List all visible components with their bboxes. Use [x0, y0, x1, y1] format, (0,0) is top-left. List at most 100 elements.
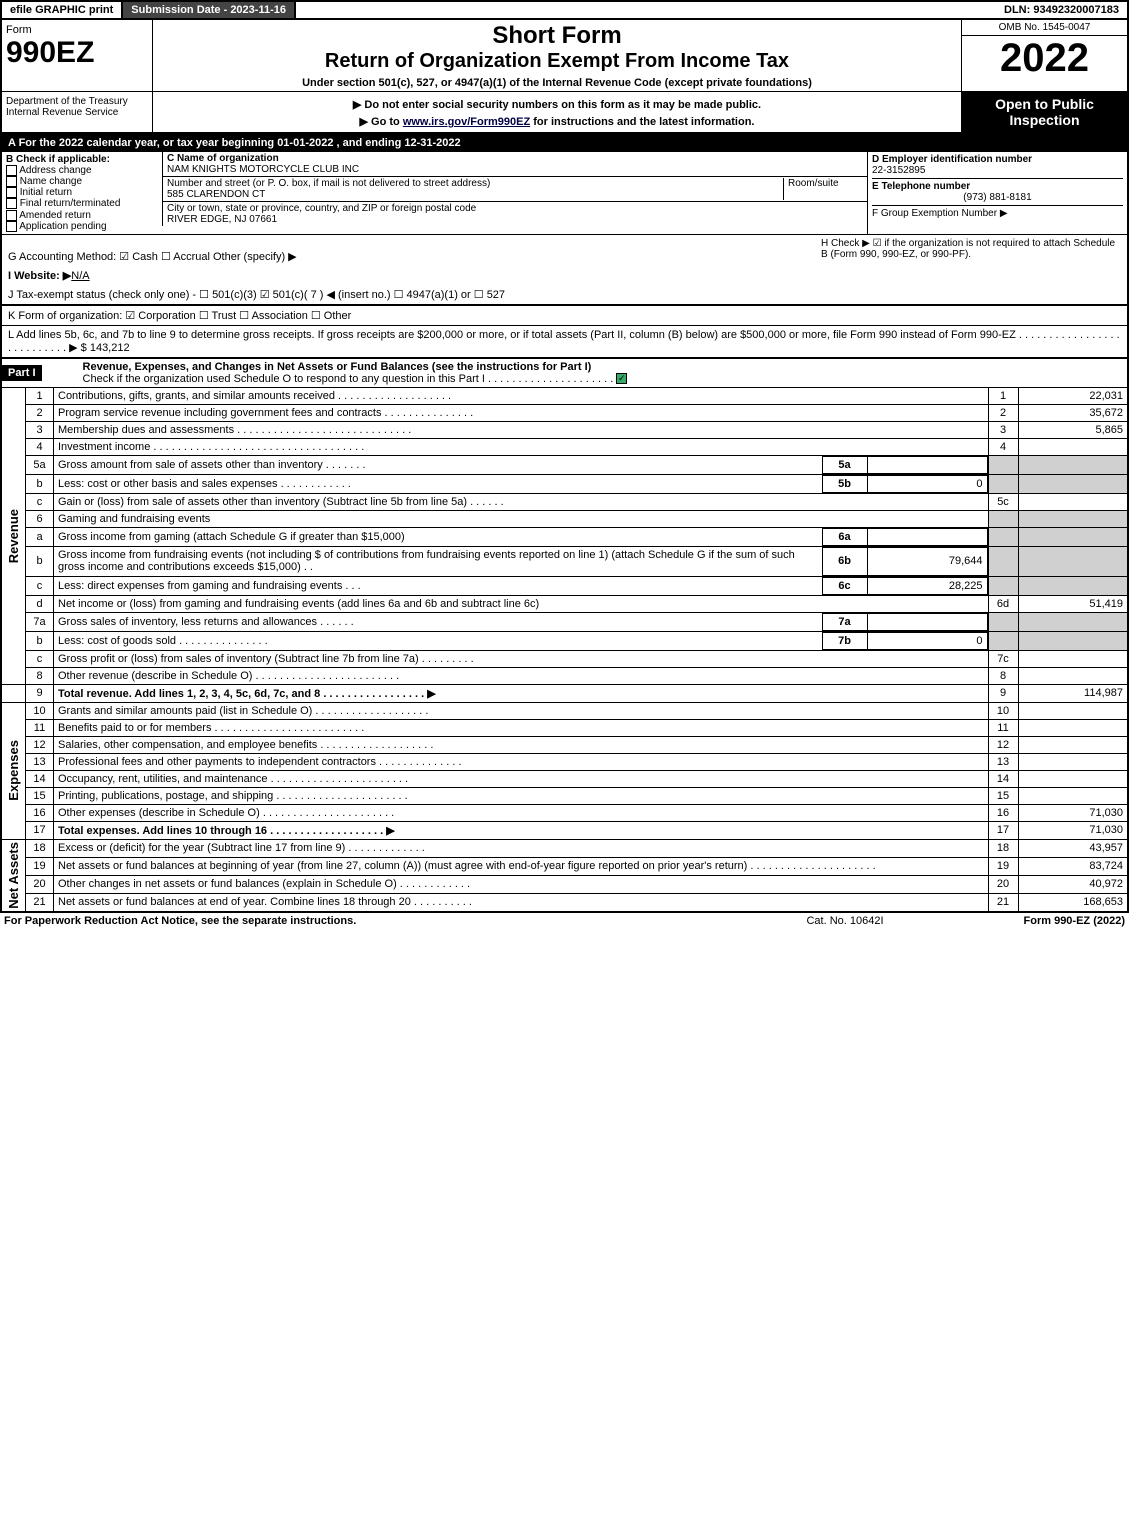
L-text: L Add lines 5b, 6c, and 7b to line 9 to …: [8, 329, 1120, 354]
bcd-block: B Check if applicable: Address change Na…: [0, 152, 1129, 234]
ln13-v: [1018, 753, 1128, 770]
ln7a-sv: [867, 613, 987, 630]
ln6c-ishade: [988, 576, 1018, 595]
ln8-i: 8: [988, 667, 1018, 684]
ln5b-sv: 0: [867, 475, 987, 492]
footer-left: For Paperwork Reduction Act Notice, see …: [4, 915, 745, 927]
ln6b-t: Gross income from fundraising events (no…: [54, 547, 822, 575]
ln5a-sb: 5a: [822, 456, 867, 473]
ln17-n: 17: [26, 821, 54, 839]
ln7a-n: 7a: [26, 612, 54, 631]
page-footer: For Paperwork Reduction Act Notice, see …: [0, 912, 1129, 929]
ln20-v: 40,972: [1018, 875, 1128, 893]
ln7b-ishade: [988, 631, 1018, 650]
cb-final-return[interactable]: [6, 198, 17, 209]
ln3-v: 5,865: [1018, 421, 1128, 438]
ln7c-i: 7c: [988, 650, 1018, 667]
ln7b-sv: 0: [867, 632, 987, 649]
ln6a-ishade: [988, 527, 1018, 546]
ln14-i: 14: [988, 770, 1018, 787]
ln16-i: 16: [988, 804, 1018, 821]
ln4-v: [1018, 438, 1128, 455]
ln7a-ishade: [988, 612, 1018, 631]
cb-schedule-O[interactable]: ✓: [616, 373, 627, 384]
ln13-n: 13: [26, 753, 54, 770]
ln5b-n: b: [26, 474, 54, 493]
ln7c-n: c: [26, 650, 54, 667]
ln6-vshade: [1018, 510, 1128, 527]
ln5a-vshade: [1018, 455, 1128, 474]
ssn-warning: ▶ Do not enter social security numbers o…: [155, 98, 959, 111]
ln10-i: 10: [988, 702, 1018, 719]
ln5a-t: Gross amount from sale of assets other t…: [54, 456, 822, 473]
ln21-t: Net assets or fund balances at end of ye…: [54, 893, 989, 911]
B-label: B Check if applicable:: [6, 154, 110, 165]
cb-initial-return[interactable]: [6, 187, 17, 198]
part-I-sub: Check if the organization used Schedule …: [83, 373, 614, 385]
ln1-v: 22,031: [1018, 387, 1128, 404]
dln: DLN: 93492320007183: [996, 2, 1127, 18]
ln9-i: 9: [988, 684, 1018, 702]
ln5c-n: c: [26, 493, 54, 510]
ln7a-sb: 7a: [822, 613, 867, 630]
top-bar: efile GRAPHIC print Submission Date - 20…: [0, 0, 1129, 20]
ln4-n: 4: [26, 438, 54, 455]
cb-address-change[interactable]: [6, 165, 17, 176]
ln4-i: 4: [988, 438, 1018, 455]
ln10-t: Grants and similar amounts paid (list in…: [54, 702, 989, 719]
ln6d-v: 51,419: [1018, 595, 1128, 612]
ln6a-sb: 6a: [822, 528, 867, 545]
ln5b-ishade: [988, 474, 1018, 493]
ln15-t: Printing, publications, postage, and shi…: [54, 787, 989, 804]
ln5b-t: Less: cost or other basis and sales expe…: [54, 475, 822, 492]
ln18-n: 18: [26, 839, 54, 857]
ein: 22-3152895: [872, 165, 925, 176]
irs-link[interactable]: www.irs.gov/Form990EZ: [403, 116, 530, 128]
form-number: 990EZ: [6, 36, 148, 70]
vlabel-expenses: Expenses: [6, 740, 21, 801]
ln6d-n: d: [26, 595, 54, 612]
section-K: K Form of organization: ☑ Corporation ☐ …: [0, 304, 1129, 325]
ln6c-sv: 28,225: [867, 577, 987, 594]
ln5c-v: [1018, 493, 1128, 510]
ln12-v: [1018, 736, 1128, 753]
ln11-v: [1018, 719, 1128, 736]
efile-print[interactable]: efile GRAPHIC print: [2, 2, 123, 18]
subtitle-501c: Under section 501(c), 527, or 4947(a)(1)…: [155, 77, 959, 89]
vlabel-revenue: Revenue: [6, 509, 21, 563]
ln18-i: 18: [988, 839, 1018, 857]
ln3-t: Membership dues and assessments . . . . …: [54, 421, 989, 438]
ln19-i: 19: [988, 857, 1018, 875]
section-H: H Check ▶ ☑ if the organization is not r…: [821, 238, 1121, 263]
tax-year: 2022: [962, 36, 1127, 80]
C-label: C Name of organization: [167, 153, 279, 164]
footer-right: Form 990-EZ (2022): [945, 915, 1125, 927]
section-L: L Add lines 5b, 6c, and 7b to line 9 to …: [0, 325, 1129, 357]
form-header-2: Department of the Treasury Internal Reve…: [0, 91, 1129, 134]
cb-amended[interactable]: [6, 210, 17, 221]
row-GH: G Accounting Method: ☑ Cash ☐ Accrual Ot…: [0, 234, 1129, 266]
cb-name-change[interactable]: [6, 176, 17, 187]
ln16-v: 71,030: [1018, 804, 1128, 821]
ln6-n: 6: [26, 510, 54, 527]
omb-number: OMB No. 1545-0047: [962, 20, 1127, 36]
ln8-t: Other revenue (describe in Schedule O) .…: [54, 667, 989, 684]
section-B: B Check if applicable: Address change Na…: [2, 152, 162, 234]
section-G: G Accounting Method: ☑ Cash ☐ Accrual Ot…: [8, 238, 821, 263]
ln15-v: [1018, 787, 1128, 804]
ln6b-ishade: [988, 546, 1018, 576]
cb-pending[interactable]: [6, 221, 17, 232]
goto-pre: ▶ Go to: [360, 116, 403, 128]
part-I-title: Revenue, Expenses, and Changes in Net As…: [83, 361, 592, 373]
ln2-n: 2: [26, 404, 54, 421]
title-return: Return of Organization Exempt From Incom…: [155, 50, 959, 73]
ln6-t: Gaming and fundraising events: [54, 510, 989, 527]
phone: (973) 881-8181: [872, 192, 1123, 203]
irs-link-row: ▶ Go to www.irs.gov/Form990EZ for instru…: [155, 115, 959, 128]
ln6c-n: c: [26, 576, 54, 595]
org-name: NAM KNIGHTS MOTORCYCLE CLUB INC: [167, 164, 359, 175]
ln17-t: Total expenses. Add lines 10 through 16 …: [54, 821, 989, 839]
ln17-tb: Total expenses. Add lines 10 through 16 …: [58, 825, 395, 837]
section-J: J Tax-exempt status (check only one) - ☐…: [0, 285, 1129, 304]
L-val: 143,212: [90, 342, 130, 354]
